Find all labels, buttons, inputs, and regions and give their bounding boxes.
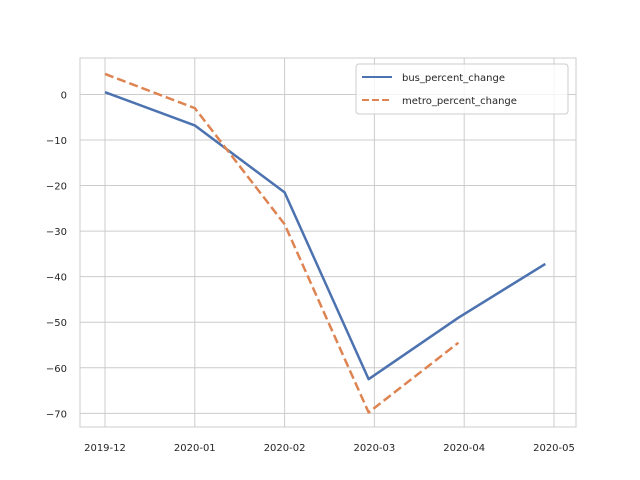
y-tick-label: −60 (46, 364, 67, 375)
y-tick-label: −40 (46, 273, 67, 284)
x-tick-label: 2020-05 (533, 443, 575, 454)
series-lines (104, 72, 546, 414)
x-tick-label: 2020-01 (174, 443, 216, 454)
legend-box (355, 63, 569, 115)
y-tick-label: −20 (46, 182, 67, 193)
plot-area (79, 57, 577, 428)
legend: bus_percent_change metro_percent_change (355, 63, 569, 115)
legend-label: metro_percent_change (402, 96, 517, 107)
legend-label: bus_percent_change (402, 73, 505, 84)
y-tick-label: −30 (46, 227, 67, 238)
x-tick-label: 2019-12 (84, 443, 126, 454)
y-tick-label: −70 (46, 409, 67, 420)
y-tick-label: −50 (46, 318, 67, 329)
y-tick-label: 0 (61, 90, 67, 101)
x-tick-label: 2020-04 (443, 443, 485, 454)
series-line-bus-percent-change (104, 90, 546, 381)
x-tick-label: 2020-03 (354, 443, 396, 454)
series-line-metro-percent-change (104, 72, 460, 414)
y-tick-label: −10 (46, 136, 67, 147)
y-tick-labels: 0 −10 −20 −30 −40 −50 −60 −70 (46, 90, 67, 420)
x-tick-labels: 2019-12 2020-01 2020-02 2020-03 2020-04 2020-… (84, 443, 575, 454)
x-tick-label: 2020-02 (264, 443, 306, 454)
